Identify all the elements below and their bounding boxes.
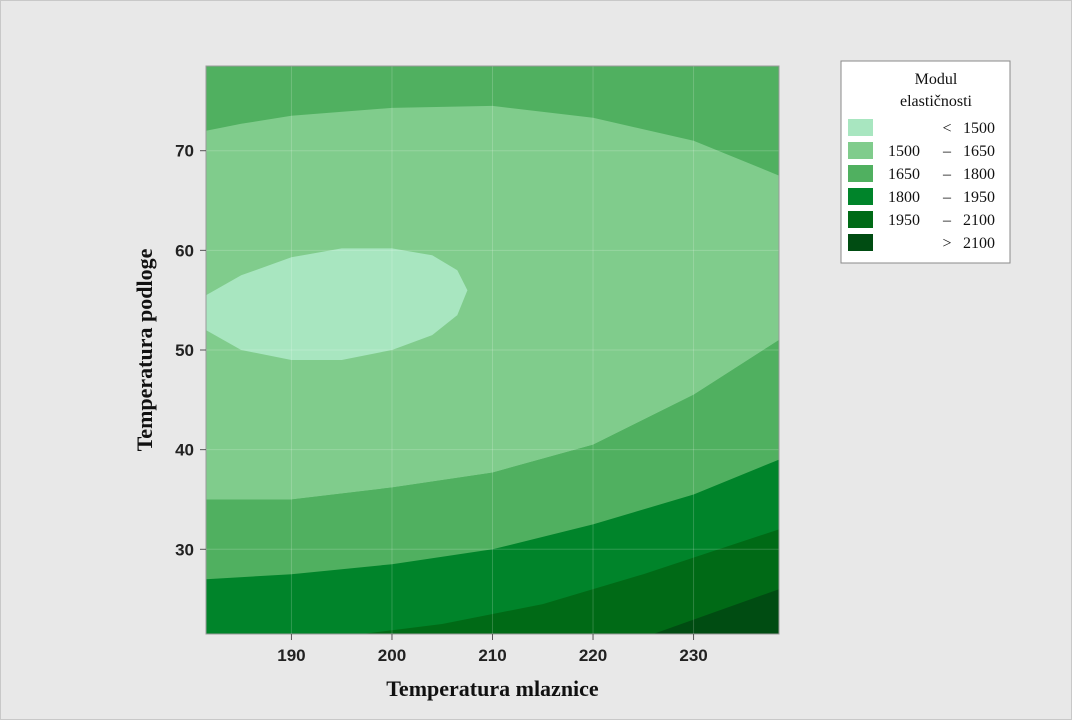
legend-low: 1500 <box>888 143 920 160</box>
y-axis-title: Temperatura podloge <box>132 248 157 451</box>
legend-box <box>840 60 1011 264</box>
y-tick-label: 50 <box>175 341 194 360</box>
legend-title: Modul <box>915 71 958 88</box>
legend-high: 1950 <box>963 189 995 206</box>
legend-symbol: > <box>942 235 951 252</box>
y-tick-label: 40 <box>175 441 194 460</box>
legend-high: 2100 <box>963 212 995 229</box>
x-tick-label: 190 <box>277 646 305 665</box>
legend-high: 1800 <box>963 166 995 183</box>
region-1950-2100 <box>361 529 779 634</box>
legend-high: 1650 <box>963 143 995 160</box>
legend-dash: – <box>942 212 952 229</box>
region-gt-2100 <box>653 589 779 634</box>
legend-low: 1800 <box>888 189 920 206</box>
legend-swatch <box>848 142 873 159</box>
gridlines <box>206 66 779 634</box>
legend-title: elastičnosti <box>900 93 973 110</box>
contour-regions <box>206 66 779 634</box>
legend-swatch <box>848 119 873 136</box>
legend-dash: – <box>942 166 952 183</box>
legend-swatch <box>848 211 873 228</box>
x-axis-title: Temperatura mlaznice <box>386 676 599 701</box>
legend-low: 1950 <box>888 212 920 229</box>
region-lt-1500 <box>206 248 468 360</box>
legend-high: 1500 <box>963 120 995 137</box>
x-tick-label: 200 <box>378 646 406 665</box>
x-tick-label: 230 <box>679 646 707 665</box>
legend-swatch <box>848 188 873 205</box>
legend-dash: – <box>942 189 952 206</box>
region-1500-1650 <box>206 105 779 500</box>
x-tick-label: 220 <box>579 646 607 665</box>
legend-high: 2100 <box>963 235 995 252</box>
legend-swatch <box>848 165 873 182</box>
y-tick-label: 60 <box>175 241 194 260</box>
legend-dash: – <box>942 143 952 160</box>
legend-low: 1650 <box>888 166 920 183</box>
y-tick-label: 70 <box>175 142 194 161</box>
y-tick-label: 30 <box>175 540 194 559</box>
legend-swatch <box>848 234 873 251</box>
legend-symbol: < <box>942 120 951 137</box>
x-tick-label: 210 <box>478 646 506 665</box>
